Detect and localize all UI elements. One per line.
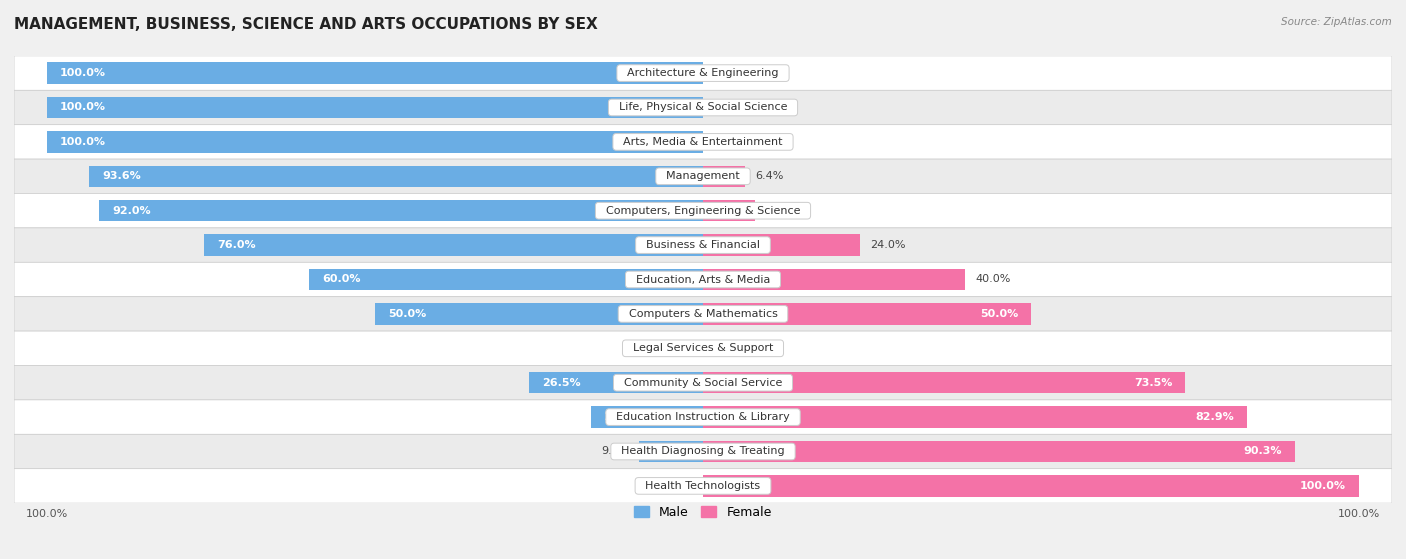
- Bar: [46, 131, 703, 153]
- FancyBboxPatch shape: [14, 262, 1392, 297]
- Bar: [204, 234, 703, 256]
- Bar: [309, 269, 703, 290]
- Bar: [703, 165, 745, 187]
- Text: 100.0%: 100.0%: [1301, 481, 1346, 491]
- Text: 92.0%: 92.0%: [112, 206, 150, 216]
- Text: Health Diagnosing & Treating: Health Diagnosing & Treating: [614, 447, 792, 457]
- Text: 0.0%: 0.0%: [713, 102, 741, 112]
- Text: Management: Management: [659, 171, 747, 181]
- Text: Business & Financial: Business & Financial: [638, 240, 768, 250]
- Text: 9.7%: 9.7%: [600, 447, 630, 457]
- Text: 60.0%: 60.0%: [322, 274, 361, 285]
- Text: Legal Services & Support: Legal Services & Support: [626, 343, 780, 353]
- Text: 50.0%: 50.0%: [388, 309, 426, 319]
- Text: Education, Arts & Media: Education, Arts & Media: [628, 274, 778, 285]
- FancyBboxPatch shape: [14, 91, 1392, 125]
- Text: Computers, Engineering & Science: Computers, Engineering & Science: [599, 206, 807, 216]
- FancyBboxPatch shape: [14, 297, 1392, 331]
- Text: 73.5%: 73.5%: [1133, 378, 1173, 388]
- Legend: Male, Female: Male, Female: [630, 501, 776, 524]
- Text: 0.0%: 0.0%: [665, 343, 693, 353]
- Text: 100.0%: 100.0%: [60, 102, 105, 112]
- Text: 17.1%: 17.1%: [605, 412, 643, 422]
- Text: Life, Physical & Social Science: Life, Physical & Social Science: [612, 102, 794, 112]
- FancyBboxPatch shape: [14, 193, 1392, 228]
- Text: MANAGEMENT, BUSINESS, SCIENCE AND ARTS OCCUPATIONS BY SEX: MANAGEMENT, BUSINESS, SCIENCE AND ARTS O…: [14, 17, 598, 32]
- Bar: [703, 441, 1295, 462]
- Text: Community & Social Service: Community & Social Service: [617, 378, 789, 388]
- Bar: [703, 269, 966, 290]
- Text: 90.3%: 90.3%: [1244, 447, 1282, 457]
- Text: 0.0%: 0.0%: [665, 481, 693, 491]
- Bar: [591, 406, 703, 428]
- FancyBboxPatch shape: [14, 125, 1392, 159]
- Bar: [640, 441, 703, 462]
- Bar: [703, 200, 755, 221]
- FancyBboxPatch shape: [14, 468, 1392, 503]
- Text: Arts, Media & Entertainment: Arts, Media & Entertainment: [616, 137, 790, 147]
- Text: 0.0%: 0.0%: [713, 137, 741, 147]
- Text: 40.0%: 40.0%: [976, 274, 1011, 285]
- Bar: [89, 165, 703, 187]
- Text: 8.0%: 8.0%: [765, 206, 794, 216]
- FancyBboxPatch shape: [14, 400, 1392, 434]
- Text: 93.6%: 93.6%: [103, 171, 141, 181]
- Text: 26.5%: 26.5%: [543, 378, 581, 388]
- FancyBboxPatch shape: [14, 434, 1392, 468]
- Bar: [46, 63, 703, 84]
- Text: 100.0%: 100.0%: [60, 137, 105, 147]
- Text: 50.0%: 50.0%: [980, 309, 1018, 319]
- Text: 100.0%: 100.0%: [60, 68, 105, 78]
- Text: 82.9%: 82.9%: [1195, 412, 1234, 422]
- Bar: [703, 475, 1360, 496]
- Bar: [46, 97, 703, 118]
- Text: 76.0%: 76.0%: [218, 240, 256, 250]
- Text: Source: ZipAtlas.com: Source: ZipAtlas.com: [1281, 17, 1392, 27]
- FancyBboxPatch shape: [14, 366, 1392, 400]
- Bar: [375, 303, 703, 325]
- Text: 6.4%: 6.4%: [755, 171, 783, 181]
- Bar: [703, 234, 860, 256]
- Text: Education Instruction & Library: Education Instruction & Library: [609, 412, 797, 422]
- Text: Health Technologists: Health Technologists: [638, 481, 768, 491]
- FancyBboxPatch shape: [14, 228, 1392, 262]
- Text: 24.0%: 24.0%: [870, 240, 905, 250]
- Bar: [703, 303, 1031, 325]
- Bar: [100, 200, 703, 221]
- Text: 0.0%: 0.0%: [713, 68, 741, 78]
- Text: 0.0%: 0.0%: [713, 343, 741, 353]
- FancyBboxPatch shape: [14, 56, 1392, 91]
- Bar: [703, 406, 1247, 428]
- Text: Computers & Mathematics: Computers & Mathematics: [621, 309, 785, 319]
- FancyBboxPatch shape: [14, 331, 1392, 366]
- Bar: [529, 372, 703, 394]
- FancyBboxPatch shape: [14, 159, 1392, 193]
- Bar: [703, 372, 1185, 394]
- Text: Architecture & Engineering: Architecture & Engineering: [620, 68, 786, 78]
